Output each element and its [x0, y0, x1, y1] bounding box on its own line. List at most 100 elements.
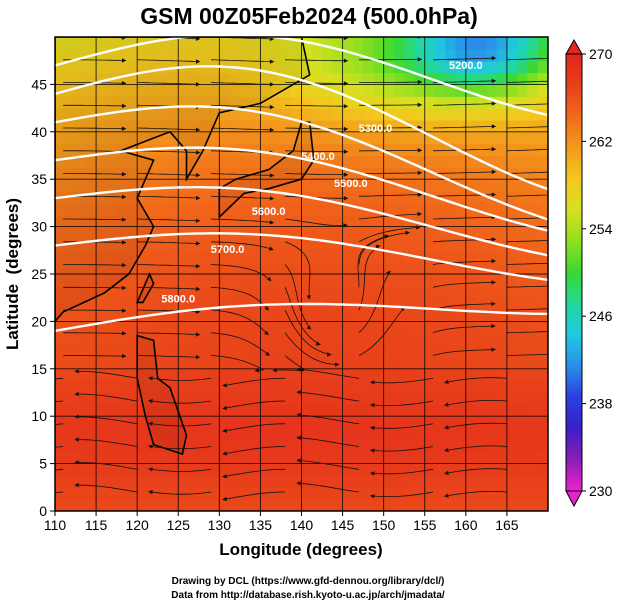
field-cell — [137, 416, 149, 429]
field-cell — [126, 475, 138, 488]
field-cell — [291, 451, 303, 465]
field-cell — [178, 202, 190, 216]
streamline — [359, 58, 418, 61]
field-cell — [106, 439, 118, 453]
field-cell — [147, 84, 159, 97]
field-cell — [352, 238, 364, 251]
streamline-arrow — [491, 78, 497, 84]
field-cell — [455, 380, 467, 394]
field-cell — [332, 96, 344, 109]
field-cell — [281, 262, 292, 275]
field-cell — [168, 214, 179, 228]
field-cell — [435, 72, 446, 85]
field-cell — [435, 333, 446, 346]
field-cell — [229, 262, 241, 275]
field-cell — [116, 451, 128, 465]
streamline-arrow — [343, 223, 348, 228]
field-cell — [352, 120, 364, 133]
field-cell — [198, 238, 210, 251]
streamline-arrow — [148, 398, 153, 404]
field-cell — [445, 96, 457, 109]
field-cell — [209, 487, 220, 500]
streamline — [432, 349, 492, 356]
field-cell — [137, 238, 149, 251]
field-cell — [496, 463, 508, 476]
field-cell — [486, 262, 498, 275]
field-cell — [260, 96, 272, 109]
field-cell — [291, 84, 303, 97]
field-cell — [96, 404, 107, 417]
field-cell — [239, 475, 251, 488]
field-cell — [291, 345, 303, 358]
field-cell — [137, 48, 149, 62]
field-cell — [517, 131, 529, 145]
field-cell — [260, 451, 272, 465]
field-cell — [342, 345, 354, 358]
field-cell — [301, 202, 313, 216]
field-cell — [476, 285, 487, 299]
field-cell — [322, 463, 333, 476]
streamline — [78, 461, 138, 470]
field-cell — [537, 60, 548, 74]
field-cell — [85, 238, 97, 251]
contour-label: 5800.0 — [161, 293, 195, 305]
field-cell — [260, 380, 272, 394]
streamline-arrow — [222, 496, 227, 502]
field-cell — [537, 487, 548, 500]
field-cell — [332, 37, 344, 50]
field-cell — [250, 380, 261, 394]
field-cell — [281, 60, 292, 74]
field-cell — [168, 167, 179, 180]
field-cell — [486, 416, 498, 429]
field-cell — [96, 120, 107, 133]
field-cell — [229, 463, 241, 476]
field-cell — [373, 428, 385, 441]
field-cell — [260, 250, 272, 263]
field-cell — [486, 37, 498, 50]
field-cell — [250, 416, 261, 429]
streamline — [448, 490, 507, 496]
field-cell — [85, 179, 97, 192]
field-cell — [455, 439, 467, 453]
streamline-arrow — [417, 79, 423, 85]
field-cell — [322, 428, 333, 441]
field-cell — [332, 487, 344, 500]
field-cell — [352, 404, 364, 417]
field-cell — [445, 202, 457, 216]
field-cell — [178, 428, 190, 441]
field-cell — [85, 108, 97, 121]
field-cell — [414, 238, 426, 251]
field-cell — [219, 297, 231, 311]
field-cell — [311, 191, 323, 204]
field-cell — [85, 439, 97, 453]
field-cell — [363, 143, 374, 157]
streamline — [137, 173, 196, 176]
field-cell — [75, 226, 87, 240]
field-cell — [291, 475, 303, 488]
field-cell — [517, 250, 529, 263]
streamline — [78, 416, 138, 425]
field-cell — [404, 499, 416, 511]
field-cell — [65, 451, 77, 465]
field-cell — [435, 48, 446, 62]
field-cell — [373, 333, 385, 346]
field-cell — [250, 333, 261, 346]
field-cell — [476, 72, 487, 85]
field-cell — [383, 96, 395, 109]
field-cell — [229, 285, 241, 299]
field-cell — [363, 37, 374, 50]
field-cell — [486, 60, 498, 74]
field-cell — [291, 439, 303, 453]
field-cell — [229, 345, 241, 358]
field-cell — [465, 285, 477, 299]
field-cell — [342, 368, 354, 382]
y-tick-label: 40 — [31, 124, 47, 140]
field-cell — [137, 428, 149, 441]
field-cell — [55, 226, 66, 240]
field-cell — [527, 451, 539, 465]
field-cell — [168, 439, 179, 453]
contour-label: 5300.0 — [359, 123, 393, 135]
field-cell — [198, 250, 210, 263]
field-cell — [393, 108, 405, 121]
field-cell — [496, 167, 508, 180]
